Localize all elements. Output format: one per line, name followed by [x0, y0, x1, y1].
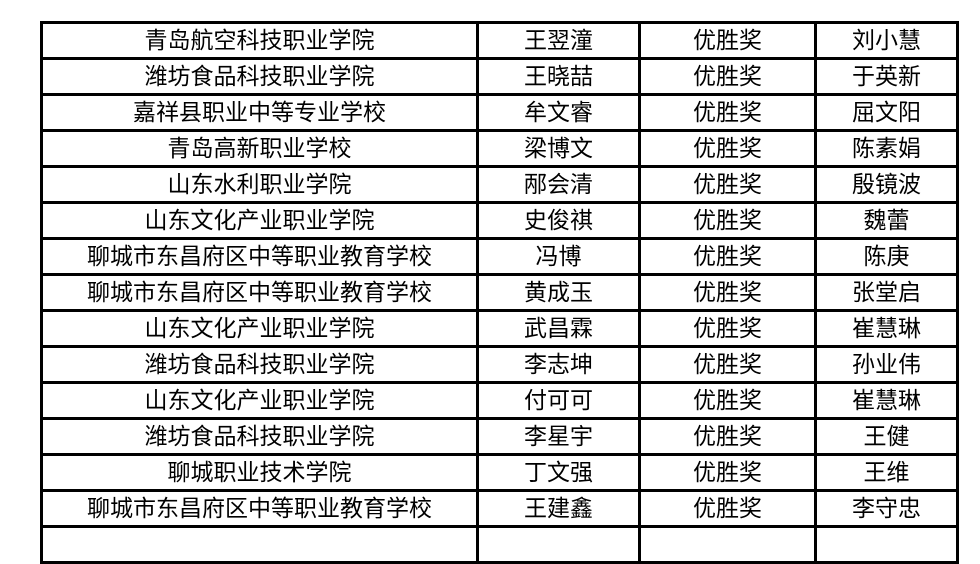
teacher-cell: 崔慧琳	[814, 309, 959, 348]
school-cell: 潍坊食品科技职业学院	[40, 57, 479, 96]
table-row: 嘉祥县职业中等专业学校 牟文睿 优胜奖 屈文阳	[40, 93, 959, 132]
table-row: 聊城职业技术学院 丁文强 优胜奖 王维	[40, 453, 959, 492]
student-cell: 王晓喆	[476, 57, 641, 96]
award-cell: 优胜奖	[638, 489, 817, 528]
school-cell: 聊城职业技术学院	[40, 453, 479, 492]
teacher-cell: 殷镜波	[814, 165, 959, 204]
student-cell: 史俊祺	[476, 201, 641, 240]
school-cell	[40, 525, 479, 564]
table-row: 青岛高新职业学校 梁博文 优胜奖 陈素娟	[40, 129, 959, 168]
student-cell: 付可可	[476, 381, 641, 420]
teacher-cell: 陈庚	[814, 237, 959, 276]
school-cell: 山东文化产业职业学院	[40, 201, 479, 240]
school-cell: 聊城市东昌府区中等职业教育学校	[40, 489, 479, 528]
student-cell	[476, 525, 641, 564]
school-cell: 山东文化产业职业学院	[40, 381, 479, 420]
table-row: 聊城市东昌府区中等职业教育学校 王建鑫 优胜奖 李守忠	[40, 489, 959, 528]
student-cell: 王建鑫	[476, 489, 641, 528]
school-cell: 山东水利职业学院	[40, 165, 479, 204]
table-row: 聊城市东昌府区中等职业教育学校 黄成玉 优胜奖 张堂启	[40, 273, 959, 312]
student-cell: 黄成玉	[476, 273, 641, 312]
student-cell: 牟文睿	[476, 93, 641, 132]
teacher-cell: 刘小慧	[814, 21, 959, 60]
teacher-cell: 于英新	[814, 57, 959, 96]
teacher-cell: 屈文阳	[814, 93, 959, 132]
student-cell: 李星宇	[476, 417, 641, 456]
school-cell: 嘉祥县职业中等专业学校	[40, 93, 479, 132]
teacher-cell: 王健	[814, 417, 959, 456]
teacher-cell: 陈素娟	[814, 129, 959, 168]
table-row: 山东水利职业学院 邴会清 优胜奖 殷镜波	[40, 165, 959, 204]
school-cell: 青岛航空科技职业学院	[40, 21, 479, 60]
teacher-cell: 孙业伟	[814, 345, 959, 384]
award-cell: 优胜奖	[638, 345, 817, 384]
school-cell: 青岛高新职业学校	[40, 129, 479, 168]
award-cell: 优胜奖	[638, 453, 817, 492]
student-cell: 武昌霖	[476, 309, 641, 348]
award-cell: 优胜奖	[638, 381, 817, 420]
table-row	[40, 525, 959, 564]
school-cell: 山东文化产业职业学院	[40, 309, 479, 348]
student-cell: 丁文强	[476, 453, 641, 492]
award-cell: 优胜奖	[638, 21, 817, 60]
document-page: 青岛航空科技职业学院 王翌潼 优胜奖 刘小慧 潍坊食品科技职业学院 王晓喆 优胜奖 于英新 嘉祥…	[40, 21, 959, 564]
teacher-cell: 王维	[814, 453, 959, 492]
award-results-table-body: 青岛航空科技职业学院 王翌潼 优胜奖 刘小慧 潍坊食品科技职业学院 王晓喆 优胜奖 于英新 嘉祥…	[40, 21, 959, 564]
teacher-cell: 魏蕾	[814, 201, 959, 240]
award-cell: 优胜奖	[638, 57, 817, 96]
award-cell: 优胜奖	[638, 273, 817, 312]
table-row: 潍坊食品科技职业学院 李星宇 优胜奖 王健	[40, 417, 959, 456]
school-cell: 潍坊食品科技职业学院	[40, 417, 479, 456]
school-cell: 潍坊食品科技职业学院	[40, 345, 479, 384]
teacher-cell: 张堂启	[814, 273, 959, 312]
school-cell: 聊城市东昌府区中等职业教育学校	[40, 273, 479, 312]
award-results-table: 青岛航空科技职业学院 王翌潼 优胜奖 刘小慧 潍坊食品科技职业学院 王晓喆 优胜奖 于英新 嘉祥…	[40, 21, 959, 564]
award-cell	[638, 525, 817, 564]
student-cell: 梁博文	[476, 129, 641, 168]
award-cell: 优胜奖	[638, 237, 817, 276]
award-cell: 优胜奖	[638, 165, 817, 204]
award-cell: 优胜奖	[638, 201, 817, 240]
award-cell: 优胜奖	[638, 417, 817, 456]
teacher-cell	[814, 525, 959, 564]
table-row: 山东文化产业职业学院 武昌霖 优胜奖 崔慧琳	[40, 309, 959, 348]
school-cell: 聊城市东昌府区中等职业教育学校	[40, 237, 479, 276]
table-row: 潍坊食品科技职业学院 李志坤 优胜奖 孙业伟	[40, 345, 959, 384]
student-cell: 李志坤	[476, 345, 641, 384]
award-cell: 优胜奖	[638, 129, 817, 168]
student-cell: 冯博	[476, 237, 641, 276]
student-cell: 邴会清	[476, 165, 641, 204]
award-cell: 优胜奖	[638, 309, 817, 348]
student-cell: 王翌潼	[476, 21, 641, 60]
table-row: 青岛航空科技职业学院 王翌潼 优胜奖 刘小慧	[40, 21, 959, 60]
table-row: 聊城市东昌府区中等职业教育学校 冯博 优胜奖 陈庚	[40, 237, 959, 276]
table-row: 山东文化产业职业学院 史俊祺 优胜奖 魏蕾	[40, 201, 959, 240]
table-row: 山东文化产业职业学院 付可可 优胜奖 崔慧琳	[40, 381, 959, 420]
teacher-cell: 李守忠	[814, 489, 959, 528]
teacher-cell: 崔慧琳	[814, 381, 959, 420]
award-cell: 优胜奖	[638, 93, 817, 132]
table-row: 潍坊食品科技职业学院 王晓喆 优胜奖 于英新	[40, 57, 959, 96]
